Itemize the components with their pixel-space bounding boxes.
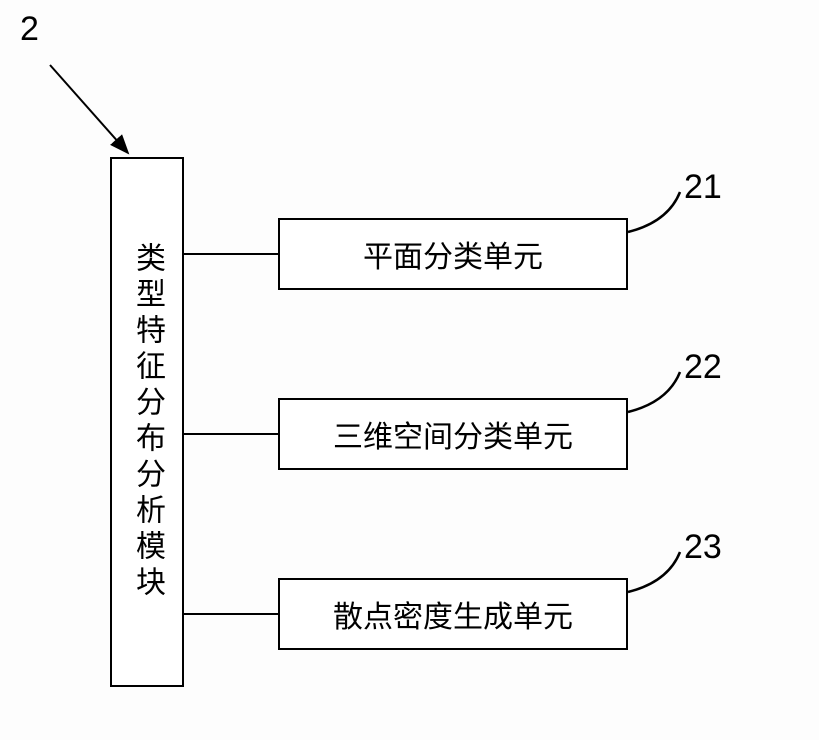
main-node-text: 类型特征分布分析模块 <box>125 242 169 602</box>
child-node-22: 三维空间分类单元 <box>278 398 628 470</box>
child-node-23: 散点密度生成单元 <box>278 578 628 650</box>
connector-23 <box>184 613 278 615</box>
main-label-text: 2 <box>20 10 39 48</box>
main-arrow-line <box>50 65 128 153</box>
main-node: 类型特征分布分析模块 <box>110 157 184 687</box>
leader-21 <box>628 192 680 232</box>
child-label-22: 22 <box>684 348 722 387</box>
child-label-21-text: 21 <box>684 168 722 206</box>
child-label-23-text: 23 <box>684 528 722 566</box>
leader-22 <box>628 372 680 412</box>
child-label-21: 21 <box>684 168 722 207</box>
main-label: 2 <box>20 10 39 49</box>
child-label-23: 23 <box>684 528 722 567</box>
connector-21 <box>184 253 278 255</box>
leader-23 <box>628 552 680 592</box>
child-node-22-text: 三维空间分类单元 <box>333 412 573 456</box>
connector-22 <box>184 433 278 435</box>
child-node-21: 平面分类单元 <box>278 218 628 290</box>
child-label-22-text: 22 <box>684 348 722 386</box>
child-node-21-text: 平面分类单元 <box>363 232 543 276</box>
child-node-23-text: 散点密度生成单元 <box>333 592 573 636</box>
